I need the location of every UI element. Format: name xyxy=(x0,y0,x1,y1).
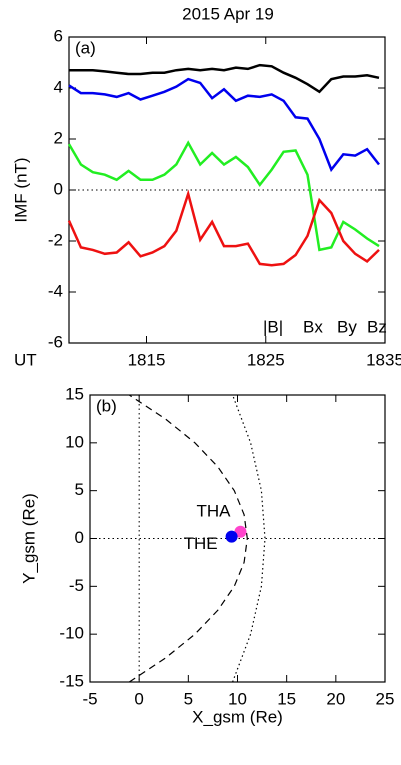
y-axis-label: IMF (nT) xyxy=(11,157,30,222)
x-tick-label: 20 xyxy=(326,689,345,708)
chart-title: 2015 Apr 19 xyxy=(182,4,274,23)
y-tick-label: 0 xyxy=(54,179,63,198)
data-line xyxy=(67,140,380,252)
y-tick-label: -4 xyxy=(48,281,63,300)
x-axis-label: UT xyxy=(14,350,37,369)
x-tick-label: 15 xyxy=(277,689,296,708)
y-tick-label: -10 xyxy=(59,624,84,643)
x-tick-label: 25 xyxy=(376,689,395,708)
y-tick-label: -5 xyxy=(69,576,84,595)
x-tick-label: -5 xyxy=(82,689,97,708)
x-tick-label: 1815 xyxy=(128,350,166,369)
y-tick-label: 10 xyxy=(65,432,84,451)
panel-label: (b) xyxy=(96,396,117,415)
y-axis-label: Y_gsm (Re) xyxy=(19,493,38,584)
y-tick-label: -6 xyxy=(48,332,63,351)
legend-entry: Bz xyxy=(367,317,387,336)
legend-entry: |B| xyxy=(263,317,283,336)
x-axis-label: X_gsm (Re) xyxy=(192,707,283,726)
spacecraft-point xyxy=(225,530,238,543)
point-label: THA xyxy=(196,501,231,520)
x-tick-label: 5 xyxy=(184,689,193,708)
data-line xyxy=(69,63,380,94)
data-line xyxy=(68,77,380,173)
y-tick-label: 15 xyxy=(65,384,84,403)
plot-frame xyxy=(89,394,386,683)
point-label: THE xyxy=(184,534,218,553)
x-tick-label: 1835 xyxy=(366,350,401,369)
legend-entry: Bx xyxy=(303,317,323,336)
y-tick-label: -15 xyxy=(59,671,84,690)
panel-label: (a) xyxy=(75,38,96,57)
y-tick-label: 2 xyxy=(54,128,63,147)
y-tick-label: 5 xyxy=(75,480,84,499)
y-tick-label: -2 xyxy=(48,230,63,249)
data-line xyxy=(67,189,380,267)
legend-entry: By xyxy=(337,317,357,336)
y-tick-label: 4 xyxy=(54,77,63,96)
y-tick-label: 0 xyxy=(75,528,84,547)
y-tick-label: 6 xyxy=(54,26,63,45)
boundary-curve xyxy=(128,394,248,683)
x-tick-label: 1825 xyxy=(247,350,285,369)
x-tick-label: 10 xyxy=(228,689,247,708)
x-tick-label: 0 xyxy=(134,689,143,708)
spacecraft-point xyxy=(234,525,247,538)
